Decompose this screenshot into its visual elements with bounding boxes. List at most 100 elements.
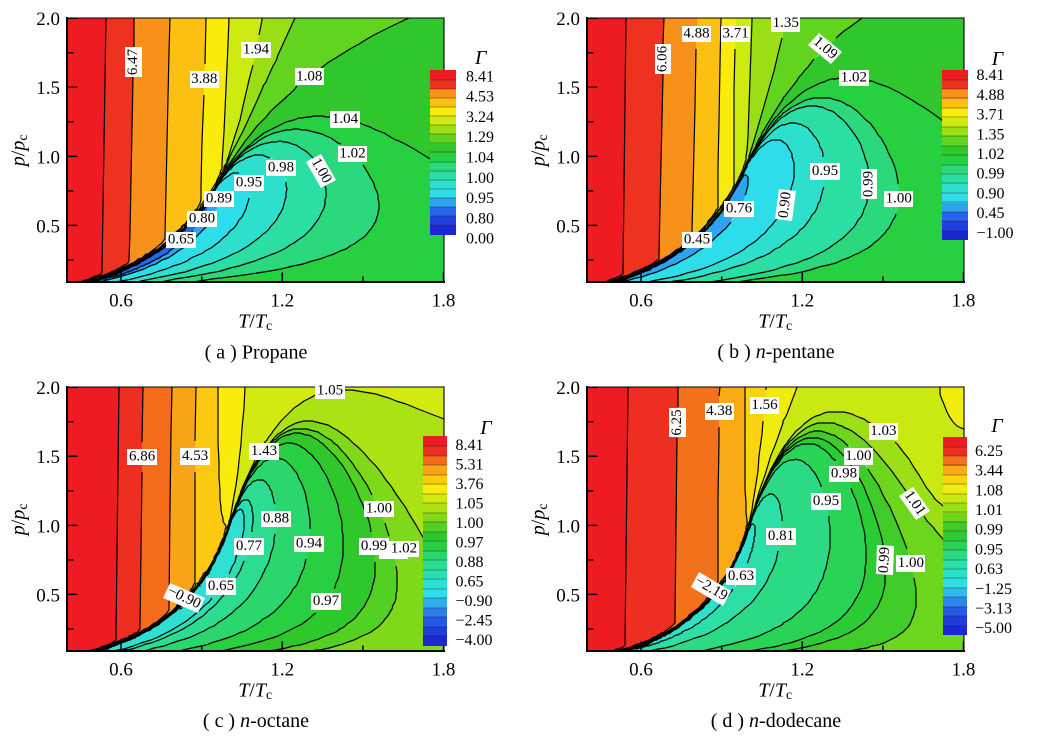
- svg-text:0.98: 0.98: [831, 466, 857, 482]
- svg-text:0.6: 0.6: [109, 660, 133, 681]
- svg-text:1.0: 1.0: [36, 516, 60, 537]
- svg-text:4.88: 4.88: [977, 87, 1005, 104]
- svg-text:5.31: 5.31: [456, 457, 484, 474]
- svg-text:0.80: 0.80: [189, 211, 215, 227]
- svg-text:1.5: 1.5: [556, 78, 580, 99]
- svg-text:1.2: 1.2: [270, 660, 294, 681]
- svg-text:1.43: 1.43: [251, 443, 277, 459]
- svg-text:−0.90: −0.90: [456, 593, 493, 610]
- svg-text:6.25: 6.25: [669, 409, 685, 435]
- svg-text:−4.00: −4.00: [456, 632, 493, 649]
- svg-text:0.99: 0.99: [977, 166, 1005, 183]
- svg-text:−1.00: −1.00: [977, 225, 1014, 242]
- svg-text:0.97: 0.97: [313, 593, 340, 609]
- svg-text:0.5: 0.5: [556, 216, 580, 237]
- svg-text:1.00: 1.00: [366, 501, 392, 517]
- svg-text:0.5: 0.5: [36, 585, 60, 606]
- svg-text:( c ) - o c t a n e n: ( c ) - o c t a n e n: [203, 710, 313, 732]
- svg-text:0.95: 0.95: [813, 493, 839, 509]
- svg-text:0.88: 0.88: [456, 554, 484, 571]
- svg-text:3.71: 3.71: [977, 107, 1005, 124]
- svg-text:3.88: 3.88: [191, 71, 217, 87]
- svg-text:0.00: 0.00: [466, 231, 494, 248]
- svg-text:0.45: 0.45: [684, 232, 710, 248]
- svg-text:1.0: 1.0: [556, 516, 580, 537]
- svg-text:1.04: 1.04: [466, 150, 494, 167]
- svg-text:T T / c: T T / c: [238, 680, 272, 704]
- svg-text:4.53: 4.53: [182, 448, 208, 464]
- svg-text:Γ: Γ: [990, 415, 1004, 437]
- svg-text:0.90: 0.90: [977, 185, 1005, 202]
- svg-text:0.95: 0.95: [466, 190, 494, 207]
- svg-text:3.24: 3.24: [466, 109, 494, 126]
- svg-text:−3.13: −3.13: [975, 601, 1012, 618]
- svg-text:0.98: 0.98: [268, 160, 294, 176]
- svg-text:0.90: 0.90: [776, 191, 795, 219]
- svg-text:2.0: 2.0: [36, 378, 60, 399]
- svg-text:0.99: 0.99: [876, 546, 893, 573]
- svg-text:0.5: 0.5: [556, 585, 580, 606]
- svg-text:2.0: 2.0: [556, 378, 580, 399]
- svg-text:−5.00: −5.00: [975, 620, 1012, 637]
- svg-text:T T / c: T T / c: [758, 311, 792, 335]
- svg-text:2.0: 2.0: [556, 9, 580, 30]
- svg-text:8.41: 8.41: [466, 68, 494, 85]
- svg-text:0.99: 0.99: [861, 171, 877, 197]
- svg-text:0.63: 0.63: [728, 568, 754, 584]
- svg-text:1.05: 1.05: [317, 383, 343, 399]
- svg-text:1.05: 1.05: [456, 496, 484, 513]
- svg-text:Γ: Γ: [479, 417, 493, 439]
- svg-text:−2.45: −2.45: [456, 613, 493, 630]
- svg-text:0.89: 0.89: [206, 191, 232, 207]
- svg-text:6.06: 6.06: [655, 45, 671, 72]
- svg-text:0.65: 0.65: [456, 574, 484, 591]
- svg-text:1.00: 1.00: [466, 170, 494, 187]
- svg-text:0.6: 0.6: [109, 291, 133, 312]
- svg-text:1.8: 1.8: [952, 660, 976, 681]
- svg-text:3.44: 3.44: [975, 463, 1003, 480]
- svg-text:0.99: 0.99: [361, 538, 387, 554]
- svg-text:1.2: 1.2: [790, 660, 814, 681]
- svg-text:1.01: 1.01: [975, 502, 1003, 519]
- svg-text:2.0: 2.0: [36, 9, 60, 30]
- svg-text:1.00: 1.00: [456, 515, 484, 532]
- svg-text:8.41: 8.41: [977, 67, 1005, 84]
- svg-text:T T / c: T T / c: [238, 311, 272, 335]
- svg-text:0.80: 0.80: [466, 210, 494, 227]
- svg-text:Γ: Γ: [474, 47, 488, 69]
- svg-text:0.65: 0.65: [208, 578, 234, 594]
- svg-text:1.35: 1.35: [977, 126, 1005, 143]
- svg-text:1.5: 1.5: [556, 447, 580, 468]
- svg-text:0.65: 0.65: [168, 232, 194, 248]
- svg-text:p p / c: p p / c: [7, 134, 31, 168]
- svg-text:6.86: 6.86: [129, 449, 156, 465]
- svg-text:1.2: 1.2: [270, 291, 294, 312]
- svg-text:Γ: Γ: [991, 48, 1005, 70]
- svg-text:3.76: 3.76: [456, 476, 484, 493]
- svg-text:1.0: 1.0: [556, 147, 580, 168]
- svg-text:3.71: 3.71: [722, 26, 748, 42]
- svg-text:0.97: 0.97: [456, 535, 484, 552]
- svg-text:T T / c: T T / c: [758, 680, 792, 704]
- svg-text:6.25: 6.25: [975, 443, 1003, 460]
- svg-text:0.95: 0.95: [975, 541, 1003, 558]
- svg-text:1.8: 1.8: [432, 660, 456, 681]
- svg-text:1.5: 1.5: [36, 447, 60, 468]
- svg-text:1.8: 1.8: [952, 291, 976, 312]
- svg-text:1.5: 1.5: [36, 78, 60, 99]
- svg-text:0.63: 0.63: [975, 561, 1003, 578]
- svg-text:0.6: 0.6: [629, 291, 653, 312]
- svg-text:0.95: 0.95: [812, 163, 838, 179]
- svg-text:1.56: 1.56: [751, 397, 778, 413]
- svg-text:0.94: 0.94: [296, 536, 323, 552]
- svg-text:0.77: 0.77: [236, 538, 263, 554]
- svg-text:1.94: 1.94: [243, 42, 270, 58]
- svg-text:8.41: 8.41: [456, 437, 484, 454]
- svg-text:0.6: 0.6: [629, 660, 653, 681]
- svg-text:0.45: 0.45: [977, 205, 1005, 222]
- svg-text:0.81: 0.81: [768, 528, 794, 544]
- svg-text:p p / c: p p / c: [527, 134, 551, 168]
- svg-text:1.02: 1.02: [339, 146, 365, 162]
- svg-text:−1.25: −1.25: [975, 581, 1012, 598]
- svg-text:p p / c: p p / c: [7, 503, 31, 537]
